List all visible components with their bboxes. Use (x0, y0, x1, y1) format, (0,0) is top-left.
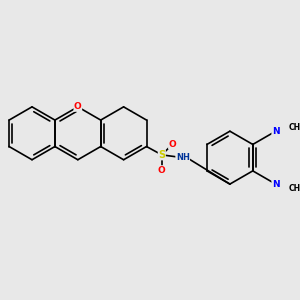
Text: N: N (272, 180, 280, 189)
Text: O: O (158, 166, 166, 175)
Text: CH₃: CH₃ (288, 184, 300, 193)
Text: S: S (158, 150, 165, 160)
Text: O: O (169, 140, 176, 149)
Text: O: O (74, 102, 82, 111)
Text: NH: NH (176, 153, 190, 162)
Text: N: N (272, 127, 280, 136)
Text: CH₃: CH₃ (288, 122, 300, 131)
